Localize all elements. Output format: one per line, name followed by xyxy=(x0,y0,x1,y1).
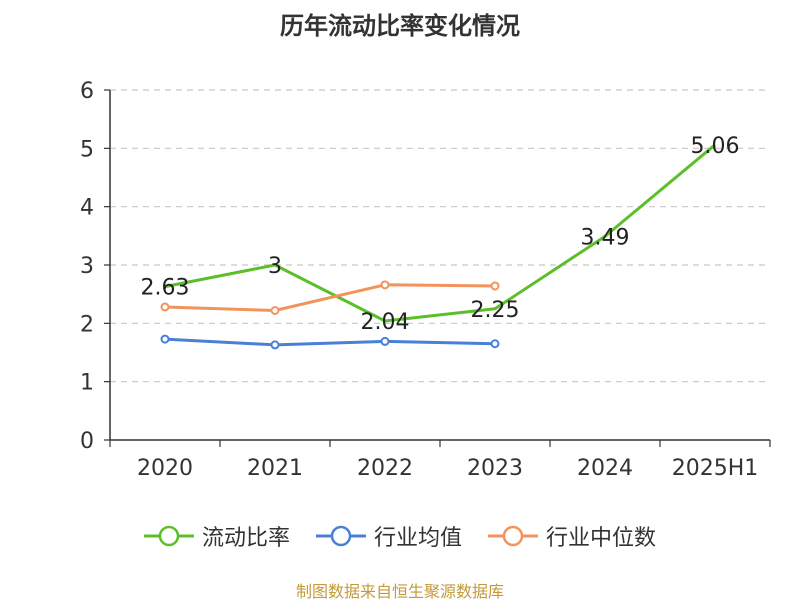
legend-marker xyxy=(158,525,180,547)
series-point-2 xyxy=(490,281,500,291)
series-point-1 xyxy=(380,336,390,346)
y-tick-label: 1 xyxy=(80,371,94,396)
y-tick-label: 6 xyxy=(80,79,94,104)
data-label: 2.63 xyxy=(141,276,190,301)
source-note: 制图数据来自恒生聚源数据库 xyxy=(295,582,504,601)
x-tick-label: 2024 xyxy=(577,456,633,481)
y-tick-label: 0 xyxy=(80,429,94,454)
legend-label: 行业均值 xyxy=(373,526,462,551)
series-line-2 xyxy=(164,283,496,312)
series-point-2 xyxy=(160,302,170,312)
series-point-1 xyxy=(490,339,500,349)
data-label: 5.06 xyxy=(691,134,740,159)
legend-item: 行业中位数 xyxy=(488,520,656,552)
x-tick-label: 2023 xyxy=(467,456,523,481)
chart-title: 历年流动比率变化情况 xyxy=(280,12,520,40)
y-tick-label: 4 xyxy=(80,196,94,221)
x-tick-label: 2021 xyxy=(247,456,303,481)
legend-item: 行业均值 xyxy=(315,520,462,552)
series-point-2 xyxy=(270,306,280,315)
legend-marker xyxy=(330,525,352,547)
x-tick-label: 2025H1 xyxy=(672,456,759,481)
legend-label: 流动比率 xyxy=(201,526,290,551)
data-label: 3 xyxy=(268,254,282,279)
series-point-1 xyxy=(270,340,280,350)
series-line-1 xyxy=(164,337,496,347)
legend-label: 行业中位数 xyxy=(546,526,657,551)
legend-line-icon xyxy=(143,525,194,547)
data-label: 2.04 xyxy=(361,310,410,335)
series-point-2 xyxy=(380,280,390,290)
series-line-0 xyxy=(164,143,716,323)
legend-line-icon xyxy=(315,525,366,547)
x-tick-label: 2022 xyxy=(357,456,413,481)
series-point-1 xyxy=(160,334,170,344)
data-label: 3.49 xyxy=(581,225,630,250)
x-tick-label: 2020 xyxy=(137,456,193,481)
y-tick-label: 2 xyxy=(80,312,94,337)
data-label: 2.25 xyxy=(471,298,520,323)
legend-item: 流动比率 xyxy=(143,520,290,552)
legend-marker xyxy=(502,525,524,547)
y-tick-label: 3 xyxy=(80,254,94,279)
legend: 流动比率 行业均值 行业中位数 xyxy=(0,520,800,552)
y-tick-label: 5 xyxy=(80,137,94,162)
legend-line-icon xyxy=(488,525,538,547)
